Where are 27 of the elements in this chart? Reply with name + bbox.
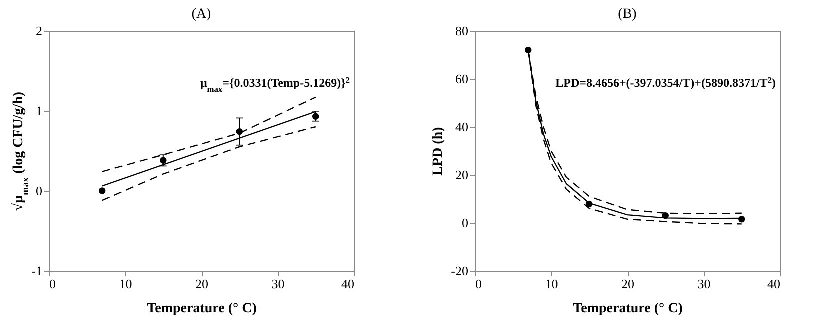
y-tick-label: 2 (36, 24, 42, 38)
y-axis-title: LPD (h) (431, 126, 446, 176)
y-tick-label: 60 (456, 72, 468, 86)
x-tick-label: 10 (119, 276, 132, 292)
annotation: μ$_{max}$={0.0331(Temp-5.1269)}$^{2}$ (200, 76, 350, 94)
x-tick-label: 20 (196, 276, 208, 292)
y-tick-label: -1 (32, 264, 42, 278)
x-tick-label: 0 (476, 276, 482, 292)
y-tick-label: 80 (456, 24, 468, 38)
x-tick-label: 40 (768, 276, 780, 292)
y-tick-label: 0 (462, 216, 468, 230)
chart-title: (A) (192, 7, 212, 22)
y-tick-label: 20 (456, 168, 468, 182)
y-tick-label: 1 (36, 104, 42, 118)
chart-title: (B) (618, 7, 638, 22)
x-tick-label: 10 (545, 276, 558, 292)
y-tick-label: 40 (456, 120, 468, 134)
y-tick-label: -20 (451, 264, 468, 278)
annotation: LPD=8.4656+(-397.0354/T)+(5890.8371/T$^{2}$) (556, 76, 776, 90)
x-axis-title: Temperature (° C) (147, 302, 258, 316)
y-tick-label: 0 (36, 184, 42, 198)
x-axis-title: Temperature (° C) (573, 302, 684, 316)
x-tick-label: 30 (698, 276, 711, 292)
x-tick-label: 20 (622, 276, 634, 292)
x-tick-label: 40 (342, 276, 354, 292)
x-tick-label: 30 (272, 276, 285, 292)
x-tick-label: 0 (50, 276, 56, 292)
